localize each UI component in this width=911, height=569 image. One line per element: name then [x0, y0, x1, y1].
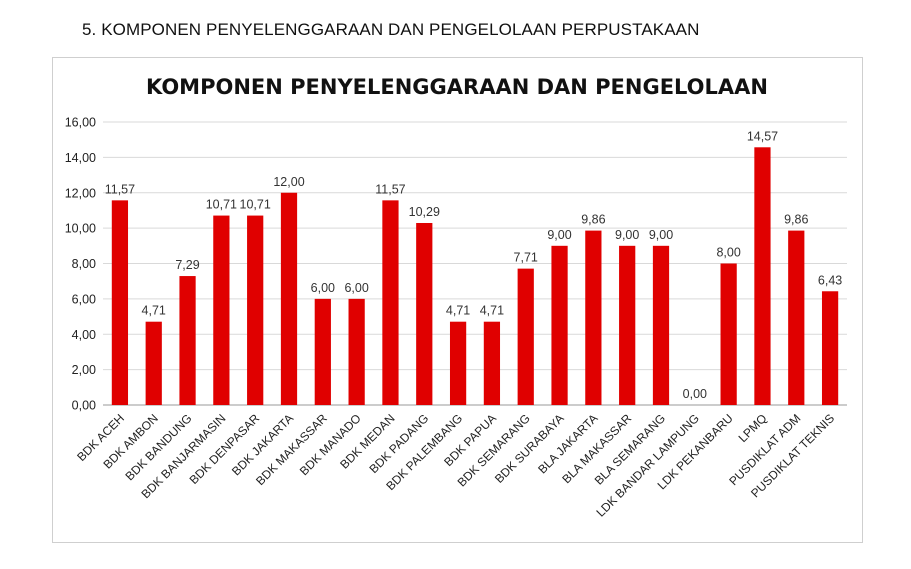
data-label: 10,29 [409, 205, 440, 219]
bar [416, 222, 433, 405]
data-label: 0,00 [683, 387, 707, 401]
data-label: 7,29 [175, 258, 199, 272]
data-label: 6,43 [818, 273, 842, 287]
y-tick-label: 10,00 [65, 222, 96, 236]
data-label: 8,00 [716, 246, 740, 260]
bar [551, 245, 568, 405]
data-label: 7,71 [514, 251, 538, 265]
y-tick-label: 4,00 [72, 328, 96, 342]
data-label: 6,00 [311, 281, 335, 295]
bar [382, 200, 399, 405]
y-tick-label: 0,00 [72, 399, 96, 413]
bar [483, 321, 501, 405]
section-heading: 5. KOMPONEN PENYELENGGARAAN DAN PENGELOL… [82, 20, 700, 39]
bar [348, 298, 365, 405]
y-tick-label: 8,00 [72, 257, 96, 271]
bar [585, 230, 602, 405]
chart-title: KOMPONEN PENYELENGGARAAN DAN PENGELOLAAN [146, 75, 768, 99]
data-label: 9,86 [784, 213, 808, 227]
bar [111, 200, 129, 405]
bar [619, 245, 636, 405]
data-label: 10,71 [206, 198, 237, 212]
bar [179, 276, 196, 405]
bar [517, 268, 534, 405]
data-label: 4,71 [142, 304, 166, 318]
y-tick-label: 2,00 [72, 363, 96, 377]
y-tick-label: 12,00 [65, 186, 96, 200]
data-label: 10,71 [240, 198, 271, 212]
bar [449, 321, 467, 405]
y-tick-label: 14,00 [65, 151, 96, 165]
bar [821, 291, 839, 405]
bar [720, 263, 737, 405]
y-axis: 0,00 2,00 4,00 6,00 8,00 10,00 12,00 14,00 16,00 [65, 116, 96, 413]
y-tick-label: 6,00 [72, 292, 96, 306]
bar [213, 215, 230, 405]
data-label: 9,00 [649, 228, 673, 242]
bar [247, 215, 264, 405]
bar [145, 321, 162, 405]
data-label: 4,71 [480, 304, 504, 318]
data-label: 9,86 [581, 213, 605, 227]
data-label: 9,00 [615, 228, 639, 242]
bar [314, 298, 331, 405]
data-label: 11,57 [375, 182, 405, 196]
data-label: 4,71 [446, 304, 470, 318]
bar [788, 230, 805, 405]
bar [754, 147, 771, 405]
data-label: 6,00 [344, 281, 368, 295]
y-tick-label: 16,00 [65, 116, 96, 130]
data-label: 11,57 [105, 182, 135, 196]
data-label: 9,00 [547, 228, 571, 242]
bar [652, 245, 670, 405]
data-label: 12,00 [273, 175, 304, 189]
bars [111, 147, 839, 405]
bar [280, 192, 298, 405]
data-label: 14,57 [747, 129, 778, 143]
